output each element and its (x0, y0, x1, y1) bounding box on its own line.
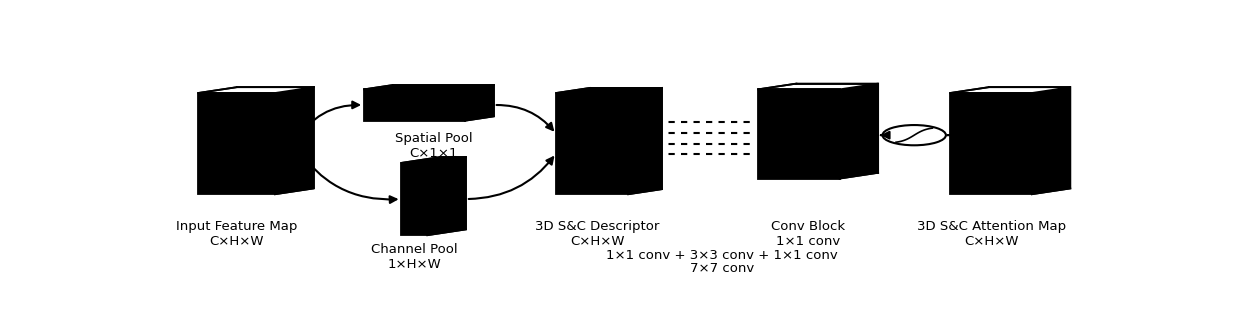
Polygon shape (428, 157, 466, 235)
Polygon shape (557, 88, 662, 93)
Text: C×1×1: C×1×1 (409, 147, 458, 160)
Text: 7×7 conv: 7×7 conv (689, 262, 754, 275)
Polygon shape (839, 84, 878, 178)
Polygon shape (465, 85, 494, 121)
Text: 3D S&C Attention Map: 3D S&C Attention Map (916, 220, 1065, 233)
Polygon shape (365, 90, 465, 121)
Ellipse shape (883, 125, 946, 145)
Text: 1×1 conv + 3×3 conv + 1×1 conv: 1×1 conv + 3×3 conv + 1×1 conv (606, 249, 838, 262)
Text: C×H×W: C×H×W (963, 235, 1018, 248)
Polygon shape (557, 93, 629, 194)
Polygon shape (275, 87, 314, 194)
Polygon shape (365, 85, 494, 90)
Text: 1×1 conv: 1×1 conv (776, 235, 841, 248)
Polygon shape (629, 88, 662, 194)
Text: Channel Pool: Channel Pool (371, 243, 458, 256)
Polygon shape (758, 84, 878, 90)
Polygon shape (402, 157, 466, 163)
Polygon shape (758, 90, 839, 178)
Text: C×H×W: C×H×W (210, 235, 264, 248)
Text: C×H×W: C×H×W (570, 235, 624, 248)
Polygon shape (198, 87, 314, 93)
Polygon shape (950, 93, 1032, 194)
Text: 1×H×W: 1×H×W (388, 258, 441, 271)
Polygon shape (1032, 87, 1070, 194)
Polygon shape (198, 93, 275, 194)
Polygon shape (402, 163, 428, 235)
Text: 3D S&C Descriptor: 3D S&C Descriptor (534, 220, 660, 233)
Text: Conv Block: Conv Block (771, 220, 846, 233)
Text: Input Feature Map: Input Feature Map (176, 220, 298, 233)
Text: Spatial Pool: Spatial Pool (394, 132, 472, 145)
Polygon shape (950, 87, 1070, 93)
